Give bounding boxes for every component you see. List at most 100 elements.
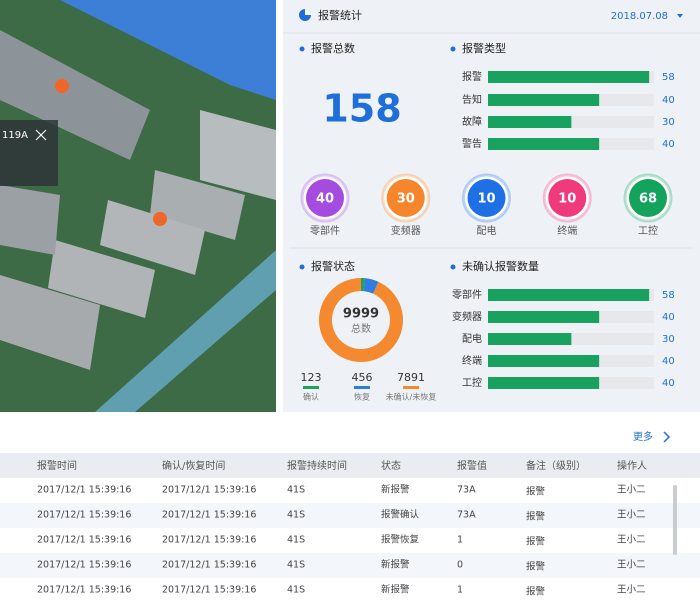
device-value: 68: [639, 192, 657, 207]
bar-value: 40: [662, 312, 675, 323]
cell: 报警确认: [381, 509, 420, 521]
bar: [488, 377, 600, 389]
legend-label: 恢复: [354, 392, 370, 402]
bar: [488, 355, 600, 367]
bar: [488, 116, 572, 128]
cell: 1: [457, 535, 463, 546]
bar-label: 变频器: [452, 310, 482, 323]
device-badge: [548, 179, 587, 217]
cell: 41S: [287, 510, 305, 521]
total-value: 158: [322, 87, 401, 131]
row-bg: [0, 503, 700, 528]
date-select[interactable]: 2018.07.08: [611, 11, 668, 22]
donut-segment: [361, 278, 365, 292]
more-link[interactable]: 更多: [633, 430, 653, 443]
cell: 报警恢复: [381, 534, 420, 546]
cell: 2017/12/1 15:39:16: [162, 585, 256, 596]
cell: 2017/12/1 15:39:16: [37, 535, 131, 546]
device-label: 工控: [638, 224, 658, 237]
cell: 41S: [287, 485, 305, 496]
section-title: 报警状态: [311, 259, 355, 273]
donut-segment: [363, 278, 379, 294]
bar-label: 警告: [462, 137, 482, 150]
device-value: 40: [316, 192, 334, 207]
cell: 2017/12/1 15:39:16: [37, 485, 131, 496]
cell: 2017/12/1 15:39:16: [162, 560, 256, 571]
cell: 报警: [526, 561, 546, 573]
column-header: 报警时间: [37, 459, 77, 472]
bar: [488, 71, 650, 83]
cell: 73A: [457, 510, 476, 521]
cell: 41S: [287, 535, 305, 546]
legend-label: 确认: [303, 392, 319, 402]
device-badge: [629, 179, 667, 217]
cell: 报警: [526, 586, 546, 598]
bar: [488, 289, 650, 301]
cell: 报警: [526, 486, 546, 498]
cell: 2017/12/1 15:39:16: [162, 485, 256, 496]
device-value: 10: [477, 192, 495, 207]
legend-swatch: [303, 386, 319, 389]
bar-value: 58: [662, 290, 675, 301]
column-header: 报警持续时间: [287, 459, 347, 472]
bar-label: 告知: [462, 93, 482, 106]
bar: [488, 311, 600, 323]
legend-value: 7891: [397, 371, 425, 384]
device-label: 变频器: [391, 224, 421, 237]
donut-total-label: 总数: [351, 322, 371, 335]
cell: 2017/12/1 15:39:16: [37, 560, 131, 571]
cell: 新报警: [381, 559, 410, 571]
cell: 新报警: [381, 584, 410, 596]
bar-label: 配电: [462, 332, 482, 345]
cell: 73A: [457, 485, 476, 496]
cell: 王小二: [617, 510, 646, 521]
cell: 2017/12/1 15:39:16: [37, 510, 131, 521]
cell: 王小二: [617, 485, 646, 496]
column-header: 备注（级别）: [526, 459, 586, 472]
device-value: 10: [558, 192, 576, 207]
section-title: 报警类型: [462, 41, 506, 55]
cell: 王小二: [617, 585, 646, 596]
cell: 新报警: [381, 484, 410, 496]
column-header: 状态: [381, 459, 401, 472]
cell: 1: [457, 585, 463, 596]
scrollbar: [673, 485, 677, 555]
legend-value: 123: [301, 371, 322, 384]
cell: 41S: [287, 585, 305, 596]
bar-label: 终端: [462, 354, 482, 367]
bar-value: 40: [662, 378, 675, 389]
device-badge: [306, 179, 344, 217]
column-header: 操作人: [617, 459, 647, 472]
bar-value: 58: [662, 72, 675, 83]
cell: 报警: [526, 536, 546, 548]
section-title: 报警总数: [311, 41, 355, 55]
map: 119A: [0, 0, 276, 412]
bar: [488, 138, 600, 150]
bar: [488, 94, 600, 106]
device-label: 终端: [557, 224, 577, 237]
bar-value: 30: [662, 117, 675, 128]
column-header: 报警值: [457, 459, 487, 472]
cell: 2017/12/1 15:39:16: [37, 585, 131, 596]
cell: 2017/12/1 15:39:16: [162, 535, 256, 546]
row-bg: [0, 553, 700, 578]
cell: 报警: [526, 511, 546, 523]
bar-value: 40: [662, 139, 675, 150]
donut-segment: [319, 278, 404, 363]
bar-value: 40: [662, 95, 675, 106]
bar-label: 报警: [462, 70, 482, 83]
cell: 41S: [287, 560, 305, 571]
device-value: 30: [397, 192, 415, 207]
cell: 王小二: [617, 535, 646, 546]
donut-total: 9999: [343, 307, 379, 322]
device-label: 零部件: [310, 224, 340, 237]
bar-value: 40: [662, 356, 675, 367]
column-header: 确认/恢复时间: [162, 459, 225, 472]
popup-label: 119A: [2, 130, 28, 141]
device-badge: [467, 179, 506, 217]
legend-swatch: [354, 386, 370, 389]
section-title: 未确认报警数量: [462, 259, 539, 273]
bar-label: 工控: [462, 376, 482, 389]
bar-label: 故障: [462, 115, 482, 128]
